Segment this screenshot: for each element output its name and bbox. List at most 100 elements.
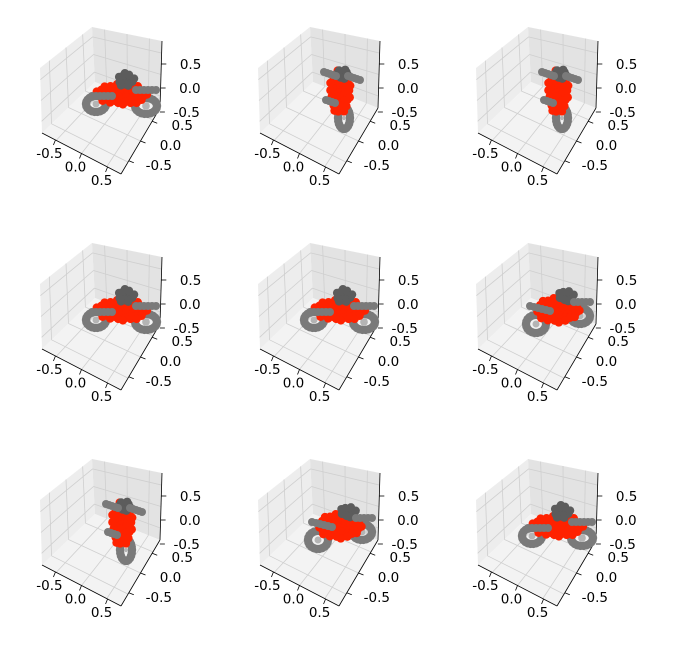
y-tick [152,336,158,340]
handle-point [326,308,334,316]
y-tick-label: -0.5 [582,158,608,174]
y-tick [588,120,594,124]
body-point [100,298,109,307]
z-tick-label: 0.0 [397,81,418,97]
rider-point [565,506,575,515]
rider-point [116,297,126,306]
y-tick-label: -0.5 [146,158,172,174]
body-point [536,514,545,523]
motorbike-points [81,284,162,335]
y-tick-label: 0.0 [596,570,617,586]
body-point [336,534,345,543]
x-tick [105,598,108,605]
handle-point [114,504,122,512]
body-point [128,513,137,522]
subplot-9: -0.50.00.50.50.0-0.50.50.0-0.5 [472,459,637,621]
body-point [339,107,349,116]
x-tick-label: 0.0 [65,376,86,392]
z-tick-label: 0.0 [615,513,636,529]
x-tick-label: 0.5 [91,605,112,621]
y-tick [370,120,376,124]
body-point [570,312,579,322]
z-tick-label: 0.5 [180,57,201,73]
front-wheel-point-hub [142,102,150,110]
footrest-point [331,99,339,107]
front-wheel-point [152,99,161,108]
subplot-4: -0.50.00.50.50.0-0.50.50.0-0.5 [36,243,201,405]
grid-line [311,54,380,75]
front-wheel-point-hub [578,534,586,542]
rear-wheel-point-hub [92,100,100,108]
subplot-3: -0.50.00.50.50.0-0.50.50.0-0.5 [472,27,637,189]
subplot-6: -0.50.00.50.50.0-0.50.50.0-0.5 [472,243,637,405]
grid-line [324,535,367,599]
body-point [548,106,557,115]
z-tick-label: 0.0 [615,81,636,97]
z-axis-line [377,472,381,541]
grid-line [542,103,585,167]
handle-point [546,307,554,315]
x-tick-label: -0.5 [36,578,62,594]
x-tick [53,571,56,578]
motorbike-points [538,65,582,134]
handle-point [574,76,582,84]
z-tick-label: 0.5 [616,489,637,505]
y-tick-label: 0.0 [378,354,399,370]
z-axis-line [595,472,599,541]
z-tick-label: 0.5 [616,273,637,289]
footrest-point [113,531,121,539]
z-tick-label: -0.5 [610,537,636,553]
x-tick [541,598,544,605]
rider-point [347,290,357,299]
x-tick [489,571,492,578]
x-tick [323,598,326,605]
grid-line [365,38,368,104]
body-point [346,81,355,90]
handle-point [550,72,558,80]
y-tick [140,140,146,144]
x-tick [105,166,108,173]
grid-line [518,466,522,524]
y-tick [128,376,134,380]
grid-line [82,34,86,92]
z-tick-label: 0.5 [180,273,201,289]
motorbike-points [102,497,146,566]
body-point [538,296,548,306]
y-tick [588,336,594,340]
body-point [345,93,354,102]
rider-point [342,297,351,306]
rear-wheel-point-hub [528,532,536,540]
z-axis-line [159,256,163,325]
y-tick [564,160,570,164]
x-tick [271,355,274,362]
body-point [541,530,551,539]
x-tick [53,355,56,362]
y-tick [152,120,158,124]
y-tick-label: 0.5 [389,550,410,566]
y-tick-label: 0.0 [596,138,617,154]
z-tick-label: 0.5 [398,273,419,289]
y-tick [140,356,146,360]
front-wheel-point-hub [142,318,150,326]
motorbike-points [81,68,162,119]
body-point [544,78,553,88]
rider-point [569,290,578,299]
handle-point [586,298,594,306]
y-tick-label: 0.5 [171,118,192,134]
y-tick-label: -0.5 [582,590,608,606]
x-tick [271,571,274,578]
x-tick-label: 0.5 [309,605,330,621]
y-tick-label: 0.5 [171,550,192,566]
x-tick [105,382,108,389]
z-tick-label: 0.0 [179,513,200,529]
body-point [343,532,352,541]
y-tick-label: -0.5 [582,374,608,390]
y-tick [128,592,134,596]
grid-line [40,54,94,101]
body-point [105,314,115,323]
y-tick [564,592,570,596]
x-tick [323,382,326,389]
body-point [562,530,571,540]
x-tick [515,153,518,159]
rider-point [124,81,133,90]
